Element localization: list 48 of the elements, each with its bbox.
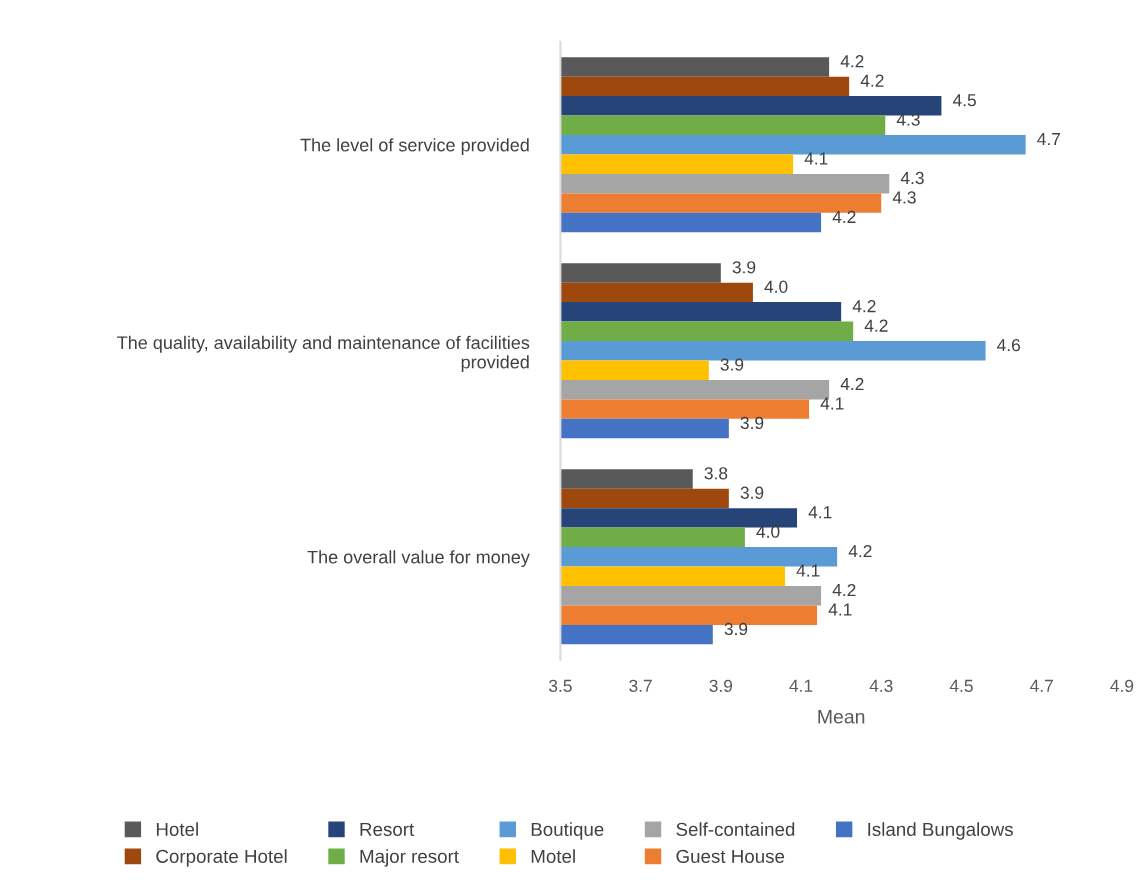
- data-label: 4.1: [804, 152, 828, 165]
- legend-label: Hotel: [156, 822, 198, 837]
- data-label: 4.2: [840, 377, 864, 390]
- data-label: 4.1: [828, 603, 852, 616]
- y-tick-label: The quality, availability and maintenance of facilities provided: [117, 335, 530, 373]
- x-axis-title: Mean: [818, 710, 865, 724]
- y-tick-label: The level of service provided: [300, 138, 529, 156]
- data-label: 4.1: [808, 506, 832, 519]
- x-tick-label: 4.9: [1110, 679, 1134, 692]
- x-tick-label: 4.3: [869, 679, 893, 692]
- data-label: 4.2: [832, 583, 856, 597]
- data-label: 4.1: [820, 397, 844, 410]
- data-label: 3.9: [740, 486, 764, 499]
- data-label: 3.9: [732, 261, 756, 274]
- data-label: 3.9: [724, 622, 748, 636]
- data-label: 4.2: [848, 544, 872, 558]
- legend-label: Corporate Hotel: [156, 849, 287, 867]
- x-tick-label: 3.5: [548, 679, 572, 692]
- data-label: 4.2: [852, 300, 876, 313]
- data-label: 4.6: [997, 338, 1021, 352]
- data-label: 4.1: [796, 564, 820, 577]
- legend-label: Self-contained: [676, 822, 795, 837]
- y-tick-label: The overall value for money: [307, 550, 530, 568]
- data-label: 4.3: [892, 191, 916, 204]
- legend-label: Resort: [360, 822, 415, 837]
- x-tick-label: 4.7: [1030, 679, 1053, 692]
- data-label: 4.2: [864, 319, 888, 332]
- data-label: 4.2: [840, 55, 864, 68]
- data-label: 4.3: [896, 113, 920, 126]
- data-label: 3.9: [740, 416, 764, 430]
- data-label: 4.5: [952, 94, 976, 107]
- data-label: 3.8: [704, 467, 728, 480]
- data-label: 4.2: [832, 210, 856, 223]
- data-label: 4.0: [756, 525, 780, 538]
- x-tick-label: 3.9: [709, 679, 733, 692]
- legend-label: Motel: [531, 849, 575, 863]
- x-tick-label: 3.7: [629, 679, 652, 692]
- x-tick-label: 4.1: [789, 679, 813, 692]
- x-tick-label: 4.5: [949, 679, 973, 692]
- legend-label: Guest House: [676, 849, 785, 863]
- data-label: 4.7: [1037, 133, 1061, 146]
- data-label: 4.0: [764, 280, 788, 293]
- data-label: 4.2: [860, 74, 884, 87]
- legend-label: Major resort: [360, 849, 459, 867]
- legend-label: Island Bungalows: [868, 822, 1013, 840]
- legend-label: Boutique: [531, 822, 604, 840]
- data-label: 3.9: [720, 358, 744, 371]
- data-label: 4.3: [900, 171, 924, 185]
